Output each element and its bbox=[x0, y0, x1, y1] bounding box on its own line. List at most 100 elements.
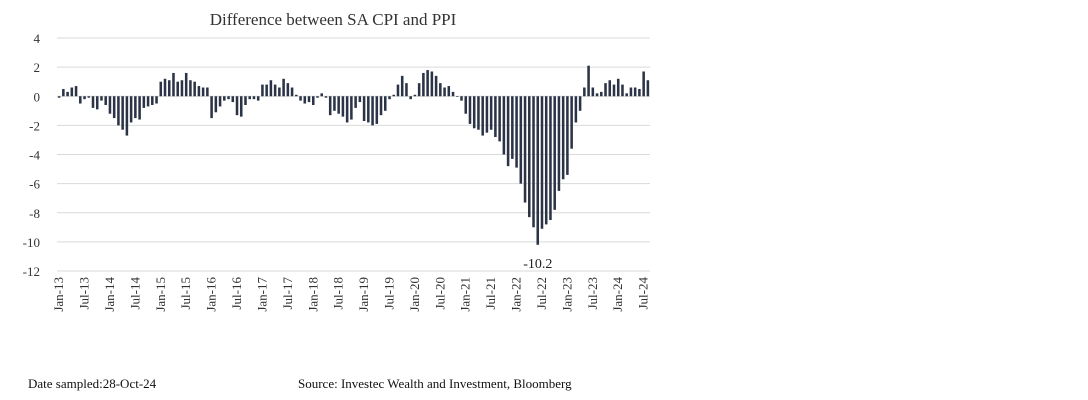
x-tick-label: Jul-20 bbox=[432, 277, 447, 310]
bar bbox=[248, 96, 251, 100]
bar bbox=[176, 81, 179, 97]
bar bbox=[244, 96, 247, 105]
bar bbox=[239, 96, 243, 117]
bar bbox=[591, 87, 595, 97]
x-tick-label: Jul-17 bbox=[280, 277, 295, 310]
bar bbox=[430, 71, 434, 97]
bar bbox=[121, 96, 124, 130]
bar bbox=[214, 96, 218, 113]
x-tick-label: Jan-24 bbox=[610, 277, 625, 312]
x-tick-label: Jan-16 bbox=[204, 277, 219, 312]
bar bbox=[83, 96, 86, 100]
bar bbox=[485, 96, 489, 133]
bar bbox=[159, 81, 163, 97]
x-tick-label: Jul-18 bbox=[331, 277, 346, 310]
x-tick-label: Jul-23 bbox=[585, 277, 600, 310]
chart-title: Difference between SA CPI and PPI bbox=[210, 10, 457, 29]
y-tick-label: 4 bbox=[34, 31, 41, 46]
bar bbox=[587, 65, 590, 97]
bar bbox=[472, 96, 476, 129]
bar bbox=[345, 96, 349, 123]
bar bbox=[104, 96, 107, 105]
bar bbox=[295, 94, 298, 97]
bar bbox=[375, 96, 379, 124]
bar bbox=[502, 96, 506, 155]
bar bbox=[261, 84, 264, 97]
bar bbox=[299, 96, 302, 101]
bar bbox=[227, 96, 230, 100]
bar bbox=[464, 96, 468, 114]
bar bbox=[413, 94, 417, 97]
x-tick-label: Jul-21 bbox=[483, 277, 498, 310]
y-axis-tick-labels: 4 2 0 -2 -4 -6 -8 -10 -12 bbox=[23, 31, 41, 279]
bar bbox=[523, 96, 527, 203]
bar bbox=[269, 80, 273, 97]
bar bbox=[151, 96, 154, 105]
bar bbox=[350, 96, 353, 120]
x-tick-label: Jan-19 bbox=[356, 277, 371, 312]
bar bbox=[265, 84, 268, 97]
gridlines bbox=[57, 37, 650, 272]
bar bbox=[290, 87, 294, 97]
min-value-annotation: -10.2 bbox=[523, 257, 552, 272]
bar bbox=[316, 96, 319, 98]
bar bbox=[201, 87, 205, 97]
bar bbox=[367, 96, 370, 123]
bar bbox=[66, 91, 69, 97]
bar bbox=[477, 96, 480, 130]
bar bbox=[125, 96, 129, 136]
bar bbox=[439, 83, 442, 97]
bar bbox=[231, 96, 235, 103]
x-tick-label: Jan-21 bbox=[458, 277, 473, 312]
x-tick-label: Jan-17 bbox=[254, 277, 269, 312]
bar bbox=[337, 96, 340, 114]
bar bbox=[341, 96, 345, 117]
bar bbox=[129, 96, 133, 123]
x-tick-label: Jan-18 bbox=[305, 277, 320, 312]
bar bbox=[532, 96, 535, 228]
annotations: -10.2 bbox=[523, 257, 552, 272]
bar bbox=[583, 87, 586, 97]
bar bbox=[574, 96, 578, 123]
bar bbox=[155, 96, 158, 104]
bar bbox=[307, 96, 311, 103]
y-tick-label: -12 bbox=[23, 264, 40, 279]
bar bbox=[235, 96, 239, 116]
bar bbox=[57, 96, 61, 98]
x-axis-tick-labels: Jan-13 Jul-13 Jan-14 Jul-14 Jan-15 Jul-15 Jan-… bbox=[51, 277, 650, 312]
bar bbox=[566, 96, 569, 175]
x-tick-label: Jan-22 bbox=[509, 277, 524, 312]
bar bbox=[379, 96, 383, 116]
x-tick-label: Jan-23 bbox=[559, 277, 574, 312]
bar bbox=[286, 83, 290, 97]
bar bbox=[197, 86, 201, 97]
bar bbox=[498, 96, 501, 142]
y-tick-label: 0 bbox=[34, 89, 41, 104]
bar bbox=[422, 72, 425, 97]
bar bbox=[384, 96, 387, 111]
bar bbox=[206, 87, 209, 97]
bar bbox=[633, 87, 637, 97]
bar bbox=[549, 96, 552, 221]
bar bbox=[494, 96, 497, 138]
bar bbox=[273, 84, 277, 97]
bar bbox=[328, 96, 332, 116]
bar bbox=[223, 96, 226, 101]
bar bbox=[252, 96, 256, 100]
bar bbox=[117, 96, 120, 126]
bar bbox=[540, 96, 544, 229]
x-tick-label: Jan-13 bbox=[51, 277, 66, 312]
bar bbox=[616, 78, 620, 97]
bar bbox=[74, 86, 78, 97]
x-tick-label: Jan-15 bbox=[153, 277, 168, 312]
y-tick-label: -4 bbox=[29, 148, 40, 163]
bar-series bbox=[57, 65, 650, 245]
bar bbox=[62, 88, 65, 97]
bar bbox=[629, 87, 633, 97]
bar bbox=[417, 83, 421, 97]
bar bbox=[595, 93, 599, 97]
bar bbox=[172, 72, 175, 97]
bar bbox=[638, 88, 641, 97]
bar bbox=[481, 96, 484, 136]
bar bbox=[570, 96, 573, 149]
